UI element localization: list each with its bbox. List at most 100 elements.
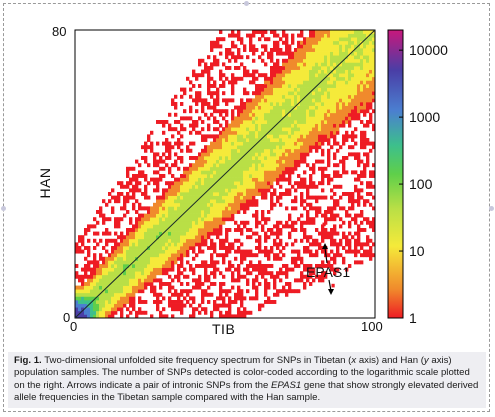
heatmap-cell xyxy=(282,177,286,182)
heatmap-cell xyxy=(84,303,88,308)
heatmap-cell xyxy=(285,188,289,193)
heatmap-cell xyxy=(333,80,337,85)
heatmap-cell xyxy=(342,163,346,168)
heatmap-cell xyxy=(120,267,124,272)
heatmap-cell xyxy=(294,102,298,106)
heatmap-cell xyxy=(324,213,328,218)
heatmap-cell xyxy=(234,278,238,283)
heatmap-cell xyxy=(357,228,361,232)
heatmap-cell xyxy=(123,253,127,258)
heatmap-cell xyxy=(267,256,271,261)
heatmap-cell xyxy=(222,217,226,222)
heatmap-cell xyxy=(357,213,361,218)
heatmap-cell xyxy=(132,303,136,308)
heatmap-cell xyxy=(288,163,292,168)
heatmap-cell xyxy=(129,300,133,304)
heatmap-cell xyxy=(249,177,253,182)
heatmap-cell xyxy=(231,76,235,81)
figure-caption: Fig. 1. Two-dimensional unfolded site fr… xyxy=(8,352,486,408)
heatmap-cell xyxy=(333,120,337,124)
heatmap-cell xyxy=(249,148,253,153)
heatmap-cell xyxy=(123,199,127,204)
heatmap-cell xyxy=(273,84,277,88)
heatmap-cell xyxy=(309,112,313,117)
heatmap-cell xyxy=(99,274,103,279)
heatmap-cell xyxy=(231,314,235,319)
heatmap-cell xyxy=(120,253,124,258)
heatmap-cell xyxy=(126,300,130,304)
heatmap-cell xyxy=(174,199,178,204)
heatmap-cell xyxy=(261,130,265,135)
heatmap-cell xyxy=(252,184,256,189)
heatmap-cell xyxy=(210,48,214,52)
heatmap-cell xyxy=(285,94,289,99)
heatmap-cell xyxy=(156,170,160,175)
heatmap-cell xyxy=(273,33,277,38)
heatmap-cell xyxy=(318,66,322,70)
heatmap-cell xyxy=(321,278,325,283)
heatmap-cell xyxy=(285,116,289,121)
y-tick-label-0: 0 xyxy=(63,310,70,325)
heatmap-cell xyxy=(321,69,325,74)
heatmap-cell xyxy=(267,80,271,85)
heatmap-cell xyxy=(321,181,325,186)
heatmap-cell xyxy=(150,231,154,236)
heatmap-cell xyxy=(321,271,325,276)
heatmap-cell xyxy=(321,73,325,78)
heatmap-cell xyxy=(213,271,217,276)
heatmap-cell xyxy=(270,98,274,103)
heatmap-cell xyxy=(246,181,250,186)
heatmap-cell xyxy=(195,163,199,168)
heatmap-cell xyxy=(180,123,184,128)
heatmap-cell xyxy=(270,271,274,276)
heatmap-cell xyxy=(231,87,235,92)
heatmap-cell xyxy=(123,256,127,261)
heatmap-cell xyxy=(273,69,277,74)
heatmap-cell xyxy=(315,58,319,63)
heatmap-cell xyxy=(213,220,217,225)
heatmap-cell xyxy=(228,98,232,103)
heatmap-cell xyxy=(222,145,226,150)
heatmap-cell xyxy=(228,249,232,254)
heatmap-cell xyxy=(315,274,319,279)
heatmap-cell xyxy=(123,267,127,272)
heatmap-cell xyxy=(201,260,205,265)
heatmap-cell xyxy=(204,310,208,315)
heatmap-cell xyxy=(264,192,268,196)
heatmap-cell xyxy=(270,69,274,74)
heatmap-cell xyxy=(330,58,334,63)
heatmap-cell xyxy=(144,256,148,261)
heatmap-cell xyxy=(249,98,253,103)
heatmap-cell xyxy=(225,231,229,236)
heatmap-cell xyxy=(348,220,352,225)
heatmap-cell xyxy=(288,217,292,222)
heatmap-cell xyxy=(273,40,277,45)
heatmap-cell xyxy=(348,213,352,218)
heatmap-cell xyxy=(267,141,271,146)
heatmap-cell xyxy=(357,177,361,182)
heatmap-cell xyxy=(240,181,244,186)
heatmap-cell xyxy=(114,199,118,204)
heatmap-cell xyxy=(291,105,295,110)
heatmap-cell xyxy=(177,307,181,312)
heatmap-cell xyxy=(264,44,268,49)
heatmap-cell xyxy=(141,242,145,247)
heatmap-cell xyxy=(213,105,217,110)
heatmap-cell xyxy=(198,224,202,229)
heatmap-cell xyxy=(96,260,100,265)
heatmap-cell xyxy=(291,170,295,175)
heatmap-cell xyxy=(336,48,340,52)
heatmap-cell xyxy=(204,274,208,279)
heatmap-cell xyxy=(351,80,355,85)
heatmap-cell xyxy=(174,163,178,168)
heatmap-cell xyxy=(207,220,211,225)
epas1-annotation: EPAS1 xyxy=(306,243,350,295)
heatmap-cell xyxy=(282,112,286,117)
heatmap-cell xyxy=(228,195,232,200)
heatmap-cell xyxy=(288,235,292,240)
heatmap-cell xyxy=(279,109,283,114)
heatmap-cell xyxy=(246,195,250,200)
heatmap-cell xyxy=(81,314,85,319)
heatmap-cell xyxy=(255,274,259,279)
heatmap-cell xyxy=(342,246,346,250)
